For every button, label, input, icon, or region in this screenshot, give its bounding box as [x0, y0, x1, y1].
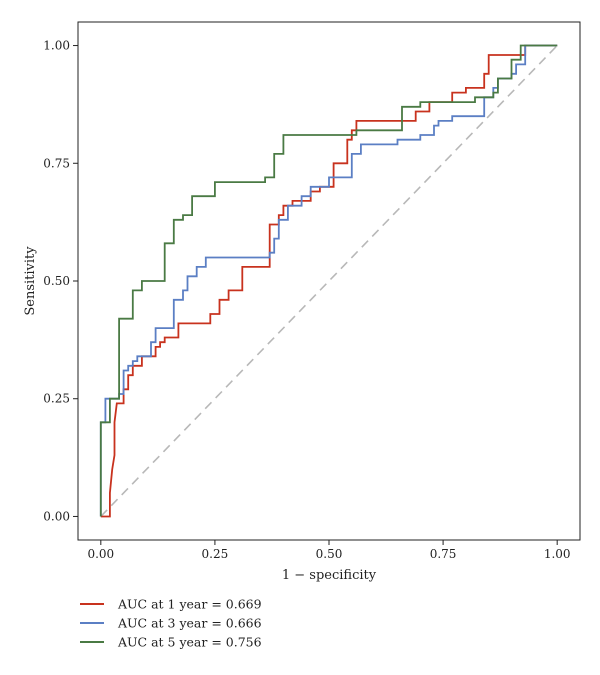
- x-tick-label: 0.25: [202, 547, 229, 561]
- legend-label-3: AUC at 5 year = 0.756: [117, 635, 262, 650]
- legend-label-1: AUC at 1 year = 0.669: [117, 597, 262, 612]
- y-tick-label: 0.50: [43, 274, 70, 288]
- legend-label-2: AUC at 3 year = 0.666: [117, 616, 262, 631]
- y-tick-label: 0.25: [43, 392, 70, 406]
- legend: AUC at 1 year = 0.669 AUC at 3 year = 0.6…: [80, 597, 262, 650]
- reference-diagonal: [100, 44, 558, 518]
- y-tick-label: 1.00: [43, 39, 70, 53]
- x-tick-label: 0.00: [87, 547, 114, 561]
- y-axis-title: Sensitivity: [23, 246, 38, 316]
- series-line-3: [99, 44, 558, 517]
- y-tick-label: 0.75: [43, 156, 70, 170]
- x-axis-title: 1 − specificity: [282, 568, 377, 583]
- series-line-2: [99, 44, 558, 517]
- x-tick-label: 0.75: [430, 547, 457, 561]
- y-tick-label: 0.00: [43, 509, 70, 523]
- x-tick-label: 1.00: [544, 547, 571, 561]
- x-tick-label: 0.50: [316, 547, 343, 561]
